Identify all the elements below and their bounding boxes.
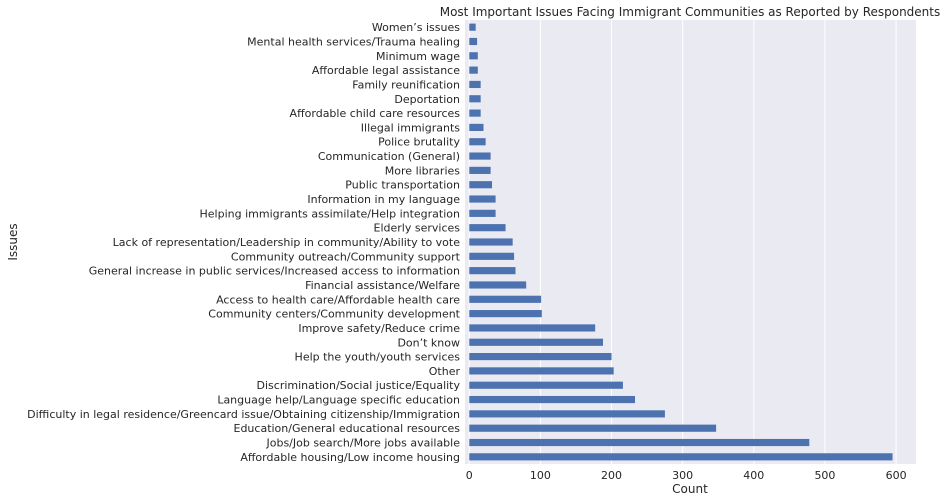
bar (469, 167, 490, 174)
y-tick-label: Affordable housing/Low income housing (240, 451, 460, 464)
y-tick-label: Don’t know (397, 336, 460, 349)
bar (469, 24, 475, 31)
y-tick-label: Education/General educational resources (234, 422, 461, 435)
y-tick-label: Communication (General) (318, 150, 460, 163)
bar (469, 310, 542, 317)
bar (469, 110, 480, 117)
bar (469, 281, 526, 288)
bar (469, 152, 490, 159)
y-tick-label: Minimum wage (376, 50, 460, 63)
y-axis-title: Issues (6, 223, 20, 260)
chart-title: Most Important Issues Facing Immigrant C… (440, 5, 941, 19)
y-tick-label: Access to health care/Affordable health … (216, 293, 460, 306)
y-tick-label: Discrimination/Social justice/Equality (257, 379, 461, 392)
x-tick-label: 600 (886, 469, 907, 482)
y-tick-label: Community centers/Community development (208, 308, 460, 321)
bar (469, 324, 595, 331)
bar (469, 238, 512, 245)
bar (469, 210, 495, 217)
bar (469, 410, 665, 417)
x-tick-label: 400 (743, 469, 764, 482)
y-tick-label: Affordable legal assistance (312, 64, 460, 77)
y-tick-label: Elderly services (374, 222, 461, 235)
bar (469, 267, 515, 274)
bar (469, 439, 809, 446)
y-tick-labels: Affordable housing/Low income housingJob… (27, 21, 461, 464)
y-tick-label: Public transportation (345, 179, 460, 192)
y-tick-label: Help the youth/youth services (295, 351, 461, 364)
y-tick-label: Financial assistance/Welfare (305, 279, 460, 292)
y-tick-label: Improve safety/Reduce crime (298, 322, 460, 335)
y-tick-label: Difficulty in legal residence/Greencard … (27, 408, 460, 421)
bar (469, 353, 611, 360)
y-tick-label: Deportation (394, 93, 460, 106)
bar (469, 38, 477, 45)
bar (469, 181, 492, 188)
y-tick-label: Community outreach/Community support (231, 250, 461, 263)
y-tick-label: Helping immigrants assimilate/Help integ… (200, 207, 461, 220)
bar (469, 138, 485, 145)
x-tick-label: 300 (672, 469, 693, 482)
y-tick-label: Family reunification (352, 78, 460, 91)
x-tick-label: 200 (601, 469, 622, 482)
bar (469, 195, 495, 202)
bar (469, 453, 892, 460)
y-tick-label: Lack of representation/Leadership in com… (113, 236, 461, 249)
y-tick-label: Mental health services/Trauma healing (247, 35, 460, 48)
bar (469, 382, 623, 389)
bar (469, 367, 613, 374)
y-tick-label: Illegal immigrants (361, 121, 460, 134)
x-tick-label: 500 (814, 469, 835, 482)
bar (469, 396, 635, 403)
bar (469, 124, 483, 131)
bar (469, 67, 478, 74)
y-tick-label: More libraries (385, 164, 460, 177)
bar (469, 425, 716, 432)
y-tick-label: Information in my language (307, 193, 460, 206)
x-axis-title: Count (672, 482, 708, 496)
bar (469, 81, 480, 88)
y-tick-label: Affordable child care resources (290, 107, 461, 120)
x-tick-labels: 0 100 200 300 400 500 600 (466, 469, 907, 482)
y-tick-label: Jobs/Job search/More jobs available (265, 437, 460, 450)
bar (469, 339, 603, 346)
x-tick-label: 100 (530, 469, 551, 482)
bar (469, 52, 478, 59)
y-tick-label: Other (429, 365, 461, 378)
y-tick-label: Police brutality (378, 136, 460, 149)
y-tick-label: Women’s issues (372, 21, 460, 34)
bar (469, 296, 541, 303)
y-tick-label: General increase in public services/Incr… (89, 265, 460, 278)
bar (469, 253, 514, 260)
y-tick-label: Language help/Language specific educatio… (217, 394, 460, 407)
bar (469, 224, 505, 231)
x-tick-label: 0 (466, 469, 473, 482)
bar (469, 95, 480, 102)
